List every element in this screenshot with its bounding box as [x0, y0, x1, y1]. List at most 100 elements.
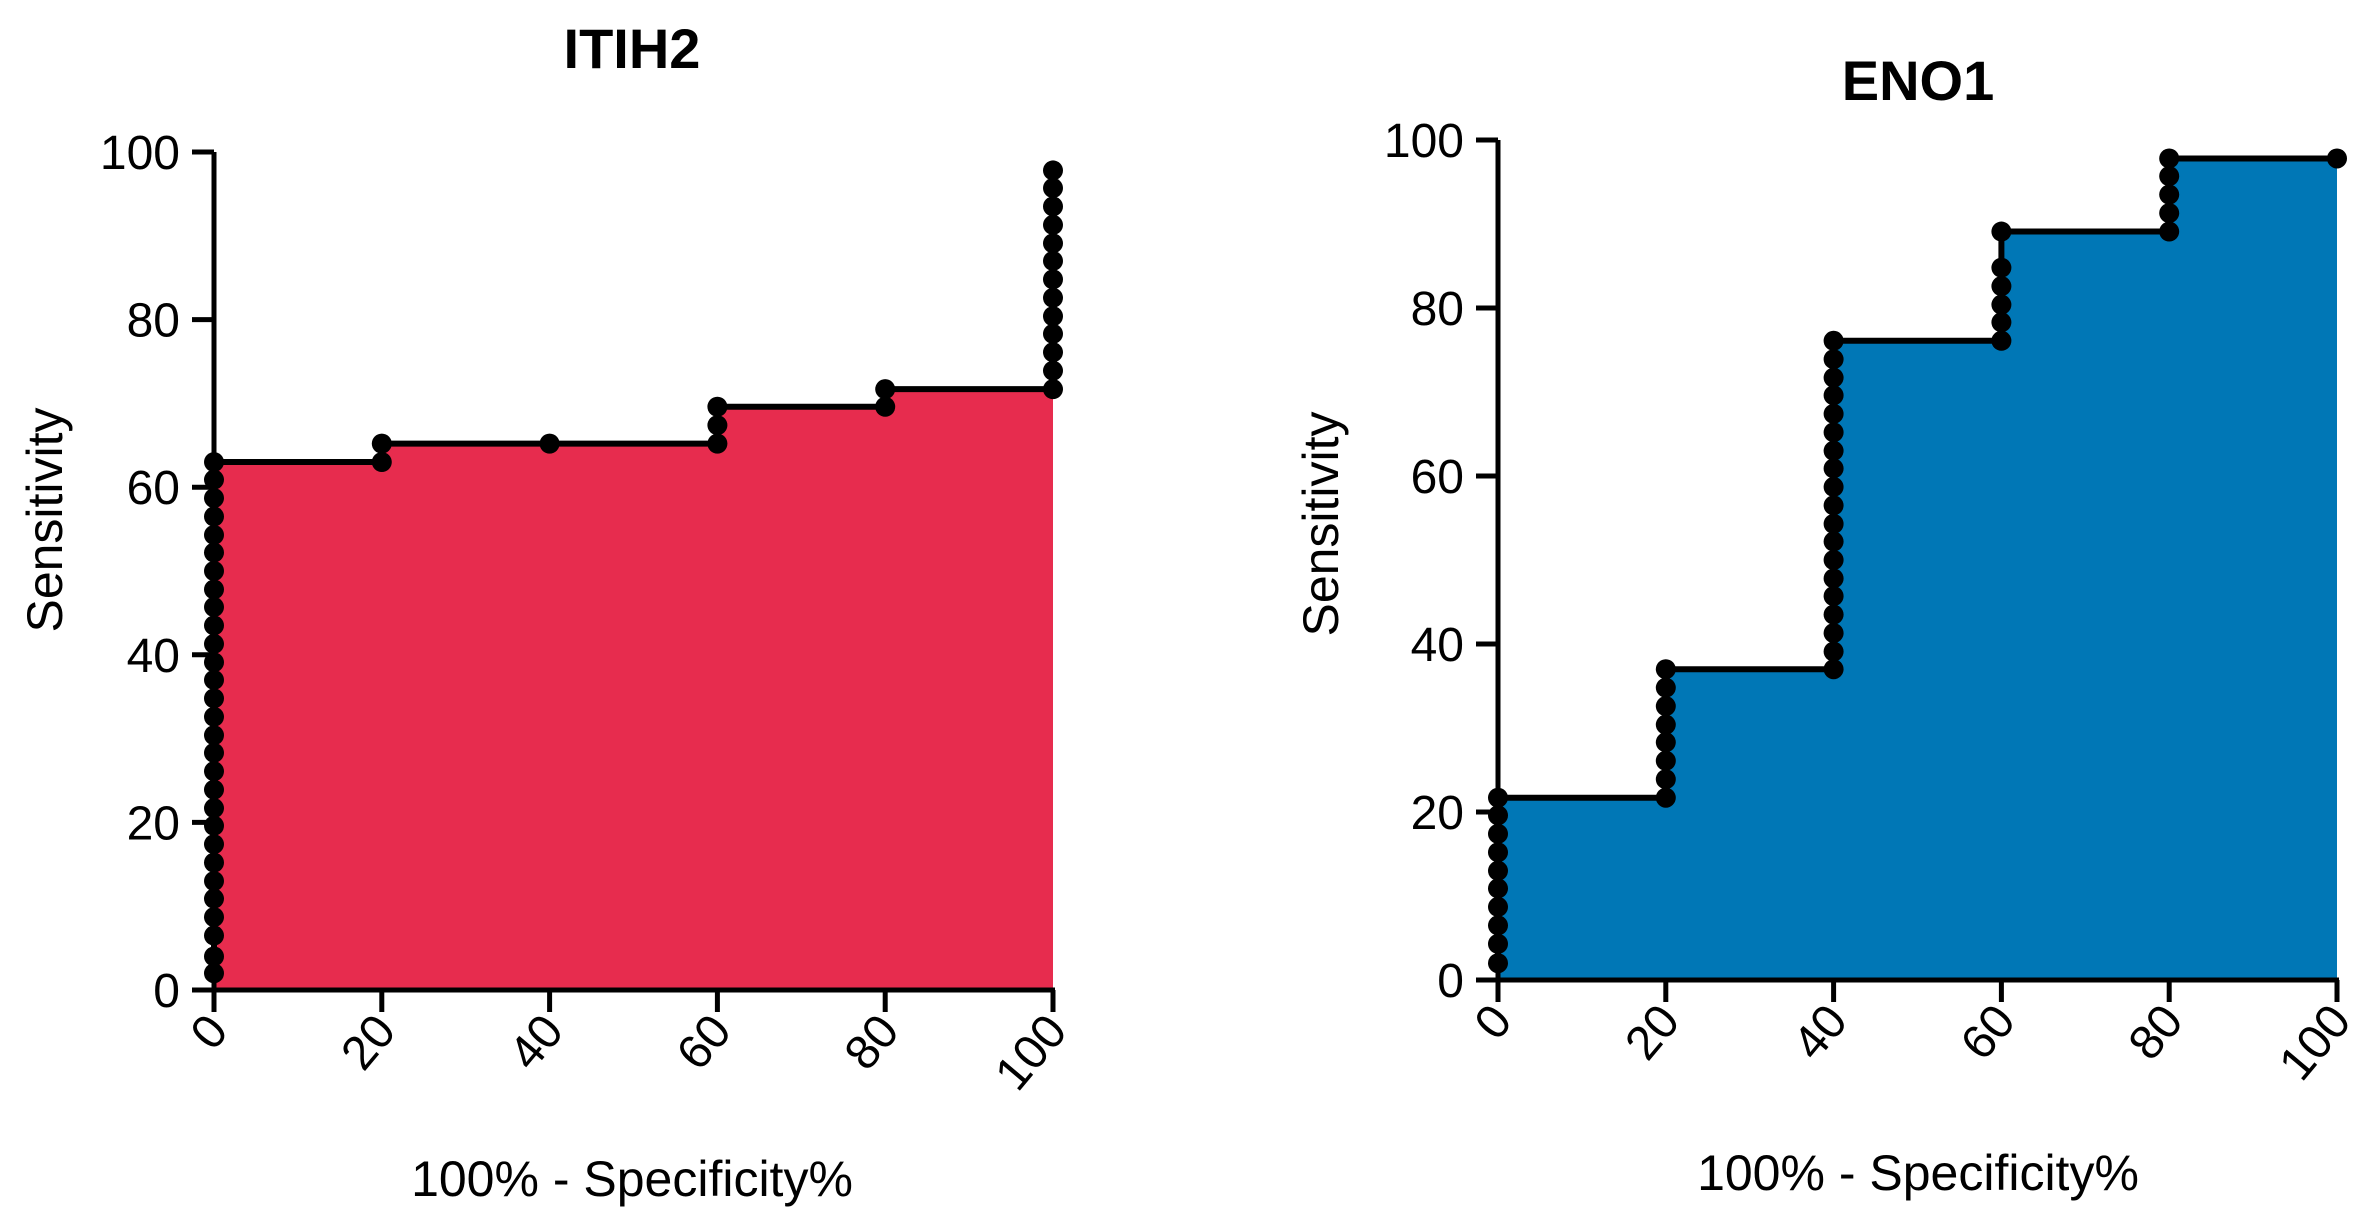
- roc-area: [214, 170, 1053, 990]
- x-tick-label: 20: [331, 1005, 406, 1080]
- data-point: [707, 433, 728, 454]
- x-tick-label: 0: [181, 1005, 239, 1060]
- x-tick-label: 100: [985, 1005, 1077, 1100]
- data-point: [1823, 586, 1844, 607]
- y-tick-label: 0: [153, 965, 180, 1018]
- data-point: [1488, 878, 1508, 899]
- x-axis-label: 100% - Specificity%: [411, 1151, 853, 1207]
- data-point: [1655, 696, 1676, 717]
- data-point: [2159, 184, 2180, 205]
- chart-title: ENO1: [1842, 49, 1995, 112]
- data-point: [204, 852, 224, 873]
- data-point: [204, 561, 224, 581]
- data-point: [204, 779, 224, 800]
- data-point: [1823, 568, 1844, 589]
- data-point: [1043, 306, 1063, 327]
- data-point: [1043, 250, 1063, 271]
- data-point: [1991, 276, 2012, 297]
- y-axis-label: Sensitivity: [1293, 411, 1349, 636]
- data-point: [1043, 360, 1063, 381]
- data-point: [1043, 342, 1063, 363]
- data-point: [204, 688, 224, 709]
- data-point: [2159, 221, 2180, 242]
- y-tick-label: 40: [127, 630, 180, 683]
- data-point: [1488, 823, 1508, 844]
- data-point: [1043, 379, 1063, 400]
- data-point: [1655, 714, 1676, 735]
- y-tick-label: 80: [127, 295, 180, 348]
- data-point: [1655, 677, 1676, 698]
- data-point: [1823, 659, 1844, 680]
- data-point: [875, 379, 896, 400]
- data-point: [204, 469, 224, 490]
- data-point: [1043, 178, 1063, 199]
- data-point: [1043, 160, 1063, 181]
- data-point: [371, 452, 392, 473]
- data-point: [1043, 287, 1063, 308]
- data-point: [1991, 330, 2012, 351]
- x-tick-label: 100: [2269, 995, 2361, 1090]
- y-tick-label: 60: [127, 462, 180, 515]
- data-point: [1823, 385, 1844, 406]
- x-tick-label: 60: [667, 1005, 742, 1080]
- data-point: [1823, 403, 1844, 424]
- data-point: [1655, 787, 1676, 808]
- data-point: [1823, 495, 1844, 516]
- data-point: [204, 506, 224, 527]
- data-point: [1488, 953, 1508, 974]
- data-point: [1043, 323, 1063, 344]
- x-tick-label: 40: [1783, 995, 1858, 1070]
- data-point: [1488, 933, 1508, 954]
- data-point: [1823, 550, 1844, 570]
- x-tick-label: 0: [1465, 995, 1523, 1050]
- data-point: [204, 615, 224, 636]
- data-point: [1823, 513, 1844, 534]
- data-point: [1488, 896, 1508, 917]
- data-point: [204, 579, 224, 600]
- data-point: [707, 396, 728, 417]
- data-point: [1655, 732, 1676, 753]
- y-tick-label: 100: [1384, 115, 1464, 168]
- y-tick-label: 0: [1437, 955, 1464, 1008]
- data-point: [204, 524, 224, 545]
- roc-area: [1498, 158, 2337, 981]
- data-point: [204, 597, 224, 618]
- data-point: [1823, 641, 1844, 662]
- data-point: [1655, 769, 1676, 790]
- data-point: [204, 798, 224, 819]
- y-tick-label: 60: [1411, 451, 1464, 504]
- data-point: [2159, 166, 2180, 187]
- y-axis-label: Sensitivity: [17, 407, 73, 632]
- y-tick-label: 80: [1411, 283, 1464, 336]
- data-point: [1488, 842, 1508, 863]
- data-point: [875, 396, 896, 417]
- data-point: [2159, 148, 2180, 169]
- data-point: [1823, 623, 1844, 644]
- data-point: [1823, 422, 1844, 443]
- x-tick-label: 80: [2119, 995, 2194, 1070]
- data-point: [1043, 233, 1063, 254]
- data-point: [1823, 367, 1844, 388]
- data-point: [2159, 203, 2180, 224]
- data-point: [204, 633, 224, 654]
- chart-title: ITIH2: [564, 17, 701, 80]
- data-point: [204, 815, 224, 836]
- data-point: [1823, 349, 1844, 370]
- data-point: [204, 834, 224, 855]
- data-point: [2327, 148, 2347, 169]
- data-point: [1043, 269, 1063, 290]
- data-point: [204, 652, 224, 673]
- data-point: [204, 907, 224, 928]
- data-point: [204, 488, 224, 509]
- data-point: [1823, 604, 1844, 625]
- y-tick-label: 20: [1411, 787, 1464, 840]
- data-point: [1991, 221, 2012, 242]
- data-point: [204, 888, 224, 909]
- data-point: [1823, 476, 1844, 497]
- data-point: [539, 433, 560, 454]
- data-point: [1991, 294, 2012, 315]
- data-point: [204, 871, 224, 892]
- x-axis-label: 100% - Specificity%: [1697, 1145, 2139, 1201]
- data-point: [1043, 196, 1063, 217]
